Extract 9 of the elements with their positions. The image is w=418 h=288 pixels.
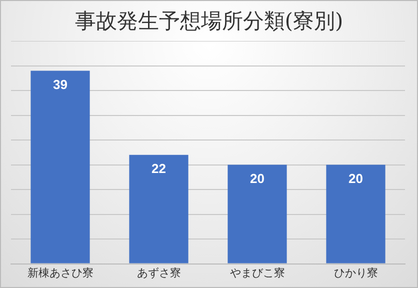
data-label: 22	[152, 160, 166, 176]
x-tick-label: ひかり寮	[334, 266, 378, 280]
x-tick-label: 新棟あさひ寮	[27, 266, 94, 280]
data-label: 39	[53, 76, 68, 92]
x-tick-label: やまびこ寮	[230, 266, 285, 280]
data-label: 20	[250, 170, 264, 186]
data-label: 20	[348, 170, 363, 186]
x-tick-label: あずさ寮	[136, 266, 181, 280]
chart-title: 事故発生予想場所分類(寮別)	[74, 8, 344, 35]
